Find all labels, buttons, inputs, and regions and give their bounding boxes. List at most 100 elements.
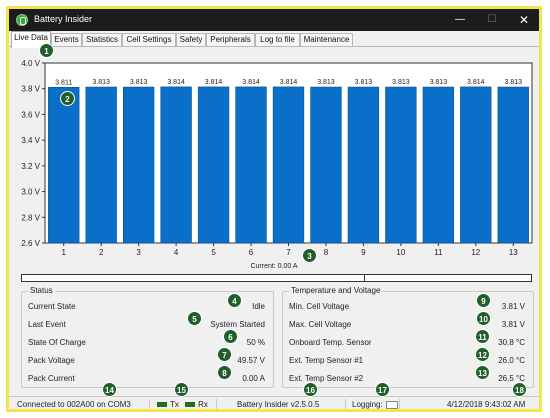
status-row-state-of-charge: State Of Charge 50 %: [22, 335, 273, 352]
tab-safety[interactable]: Safety: [176, 33, 206, 47]
x-tick-label: 5: [211, 248, 216, 257]
status-row-last-event: Last Event System Started: [22, 317, 273, 334]
y-tick-label: 2.8 V: [21, 213, 40, 222]
tx-led-icon: [157, 402, 167, 408]
maximize-button[interactable]: ☐: [487, 14, 497, 25]
logging-indicator-icon: [385, 400, 398, 409]
bar-value-label: 3.813: [505, 79, 523, 86]
connection-status: Connected to 002A00 on COM3: [17, 400, 131, 409]
temp-row-ext-sensor-2: Ext. Temp Sensor #2 26.5 °C: [283, 371, 533, 388]
x-tick-label: 6: [249, 248, 254, 257]
bar-cell-8: [310, 86, 342, 244]
y-tick-label: 3.4 V: [21, 136, 40, 145]
temp-label: Onboard Temp. Sensor: [289, 338, 372, 347]
status-group: Status Current State Idle Last Event Sys…: [21, 286, 274, 388]
callout-badge: 10: [476, 311, 491, 326]
y-tick-label: 3.2 V: [21, 162, 40, 171]
y-tick-label: 3.8 V: [21, 85, 40, 94]
temp-value: 26.5 °C: [498, 374, 525, 383]
logging-label: Logging:: [352, 400, 383, 409]
status-label: Pack Current: [28, 374, 75, 383]
bar-value-label: 3.814: [205, 79, 223, 86]
temp-value: 26.0 °C: [498, 356, 525, 365]
cell-voltage-chart: 2.6 V 2.8 V 3.0 V 3.2 V 3.4 V 3.6 V 3.8 V 4.0 V…: [21, 59, 533, 257]
status-row-pack-current: Pack Current 0.00 A: [22, 371, 273, 388]
bar-cell-11: [422, 86, 455, 244]
temp-row-max-cell-voltage: Max. Cell Voltage 3.81 V: [283, 317, 533, 334]
title-bar[interactable]: Battery Insider — ☐ ✕: [9, 9, 539, 31]
x-tick-label: 2: [99, 248, 104, 257]
callout-badge: 3: [302, 248, 317, 263]
current-progress-bar: [21, 274, 532, 282]
app-window: Battery Insider — ☐ ✕ Live Data Events S…: [6, 6, 542, 412]
live-data-panel: 2.6 V 2.8 V 3.0 V 3.2 V 3.4 V 3.6 V 3.8 V 4.0 V…: [9, 47, 539, 396]
callout-badge: 11: [475, 329, 490, 344]
callout-badge: 1: [39, 43, 54, 58]
status-group-title: Status: [28, 286, 55, 295]
tab-log-to-file[interactable]: Log to file: [255, 33, 300, 47]
bar-value-label: 3.813: [392, 79, 410, 86]
status-value: System Started: [210, 320, 265, 329]
x-tick-label: 4: [174, 248, 179, 257]
temp-label: Ext. Temp Sensor #1: [289, 356, 364, 365]
x-tick-label: 3: [136, 248, 141, 257]
status-value: 49.57 V: [237, 356, 265, 365]
callout-badge: 18: [512, 382, 527, 397]
temperature-voltage-group: Temperature and Voltage Min. Cell Voltag…: [282, 286, 534, 388]
status-separator: [399, 399, 400, 409]
status-separator: [149, 399, 150, 409]
temp-value: 3.81 V: [501, 302, 525, 311]
datetime-label: 4/12/2018 9:43:02 AM: [447, 400, 526, 409]
callout-badge: 7: [217, 347, 232, 362]
x-tick-label: 7: [286, 248, 291, 257]
tab-statistics[interactable]: Statistics: [82, 33, 122, 47]
bar-cell-12: [460, 86, 492, 244]
callout-badge: 9: [476, 293, 491, 308]
status-separator: [345, 399, 346, 409]
callout-badge: 6: [223, 329, 238, 344]
status-row-pack-voltage: Pack Voltage 49.57 V: [22, 353, 273, 370]
window-title: Battery Insider: [34, 14, 93, 24]
x-tick-label: 13: [509, 248, 518, 257]
bar-cell-4: [160, 86, 192, 244]
minimize-button[interactable]: —: [455, 14, 465, 25]
bar-value-label: 3.814: [467, 79, 485, 86]
x-tick-label: 10: [396, 248, 405, 257]
bar-cell-13: [497, 86, 529, 244]
temp-row-min-cell-voltage: Min. Cell Voltage 3.81 V: [283, 299, 533, 316]
temp-row-onboard-sensor: Onboard Temp. Sensor 30.8 °C: [283, 335, 533, 352]
bar-cell-2: [85, 86, 117, 244]
tab-peripherals[interactable]: Peripherals: [206, 33, 255, 47]
bar-value-label: 3.813: [355, 79, 373, 86]
bar-cell-3: [122, 86, 155, 244]
battery-app-icon: [16, 14, 28, 26]
tab-events[interactable]: Events: [51, 33, 82, 47]
status-value: Idle: [252, 302, 265, 311]
temp-value: 3.81 V: [501, 320, 525, 329]
current-zero-marker: [364, 274, 365, 282]
bar-cell-7: [272, 86, 305, 244]
bar-value-label: 3.813: [130, 79, 148, 86]
y-tick-label: 4.0 V: [21, 59, 40, 68]
close-button[interactable]: ✕: [518, 13, 530, 27]
bar-cell-5: [197, 86, 230, 244]
rx-label: Rx: [198, 400, 208, 409]
callout-badge: 4: [227, 293, 242, 308]
x-tick-label: 11: [434, 248, 443, 257]
x-tick-label: 9: [361, 248, 366, 257]
bar-value-label: 3.814: [280, 79, 298, 86]
bar-cell-1: [48, 86, 80, 244]
status-value: 0.00 A: [242, 374, 265, 383]
status-label: Last Event: [28, 320, 66, 329]
tab-strip: Live Data Events Statistics Cell Setting…: [9, 31, 539, 48]
status-label: State Of Charge: [28, 338, 86, 347]
tab-maintenance[interactable]: Maintenance: [300, 33, 353, 47]
y-tick-label: 3.6 V: [21, 110, 40, 119]
bar-value-label: 3.814: [242, 79, 260, 86]
logging-status: Logging:: [352, 397, 398, 409]
status-label: Pack Voltage: [28, 356, 75, 365]
callout-badge: 17: [375, 382, 390, 397]
tab-cell-settings[interactable]: Cell Settings: [122, 33, 176, 47]
status-value: 50 %: [246, 338, 265, 347]
bar-value-label: 3.813: [430, 79, 448, 86]
